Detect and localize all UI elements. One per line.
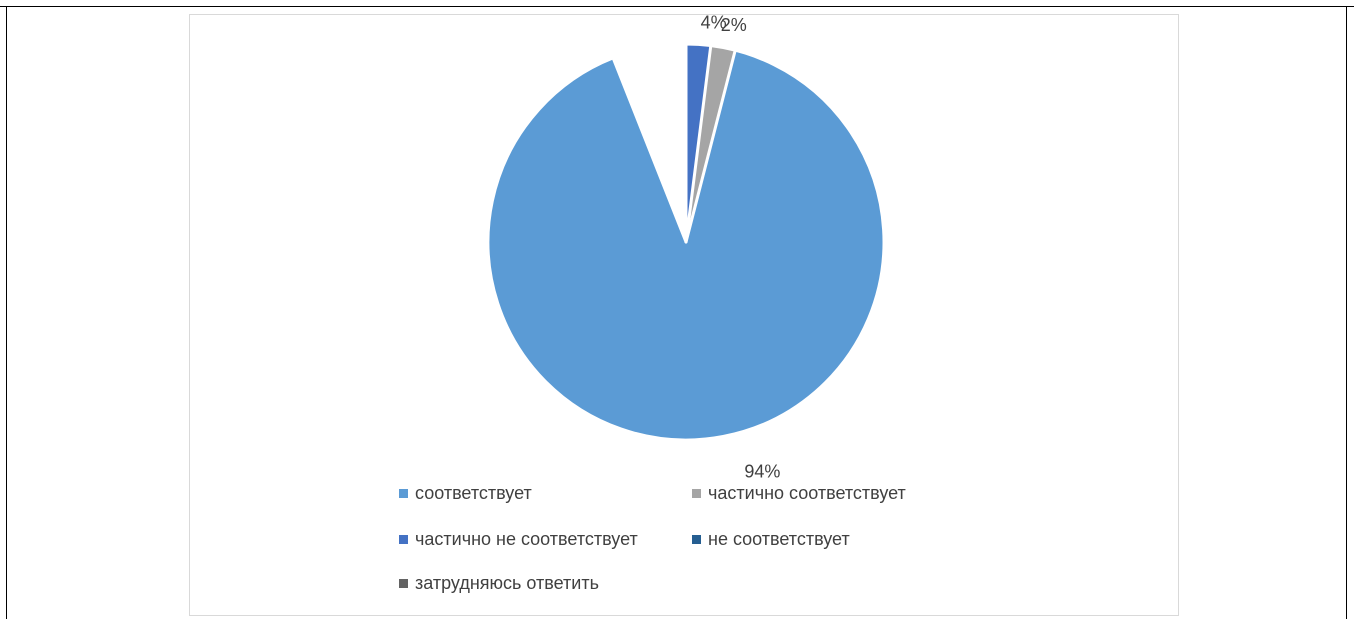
pie-slice-частично-не-соответствует[interactable] bbox=[684, 42, 713, 244]
chart-area[interactable]: 94% 4% 2% соответствует частично соответств… bbox=[189, 14, 1179, 616]
pie-chart: 94% 4%2% bbox=[486, 15, 886, 481]
data-label-частично-не-соответствует: 2% bbox=[721, 15, 747, 35]
data-label-соответствует: 94% bbox=[744, 461, 780, 481]
page-right-rule bbox=[1346, 6, 1347, 619]
page-top-rule bbox=[0, 6, 1354, 7]
page-left-rule bbox=[6, 6, 7, 619]
data-label-частично-соответствует: 4% bbox=[701, 15, 727, 32]
